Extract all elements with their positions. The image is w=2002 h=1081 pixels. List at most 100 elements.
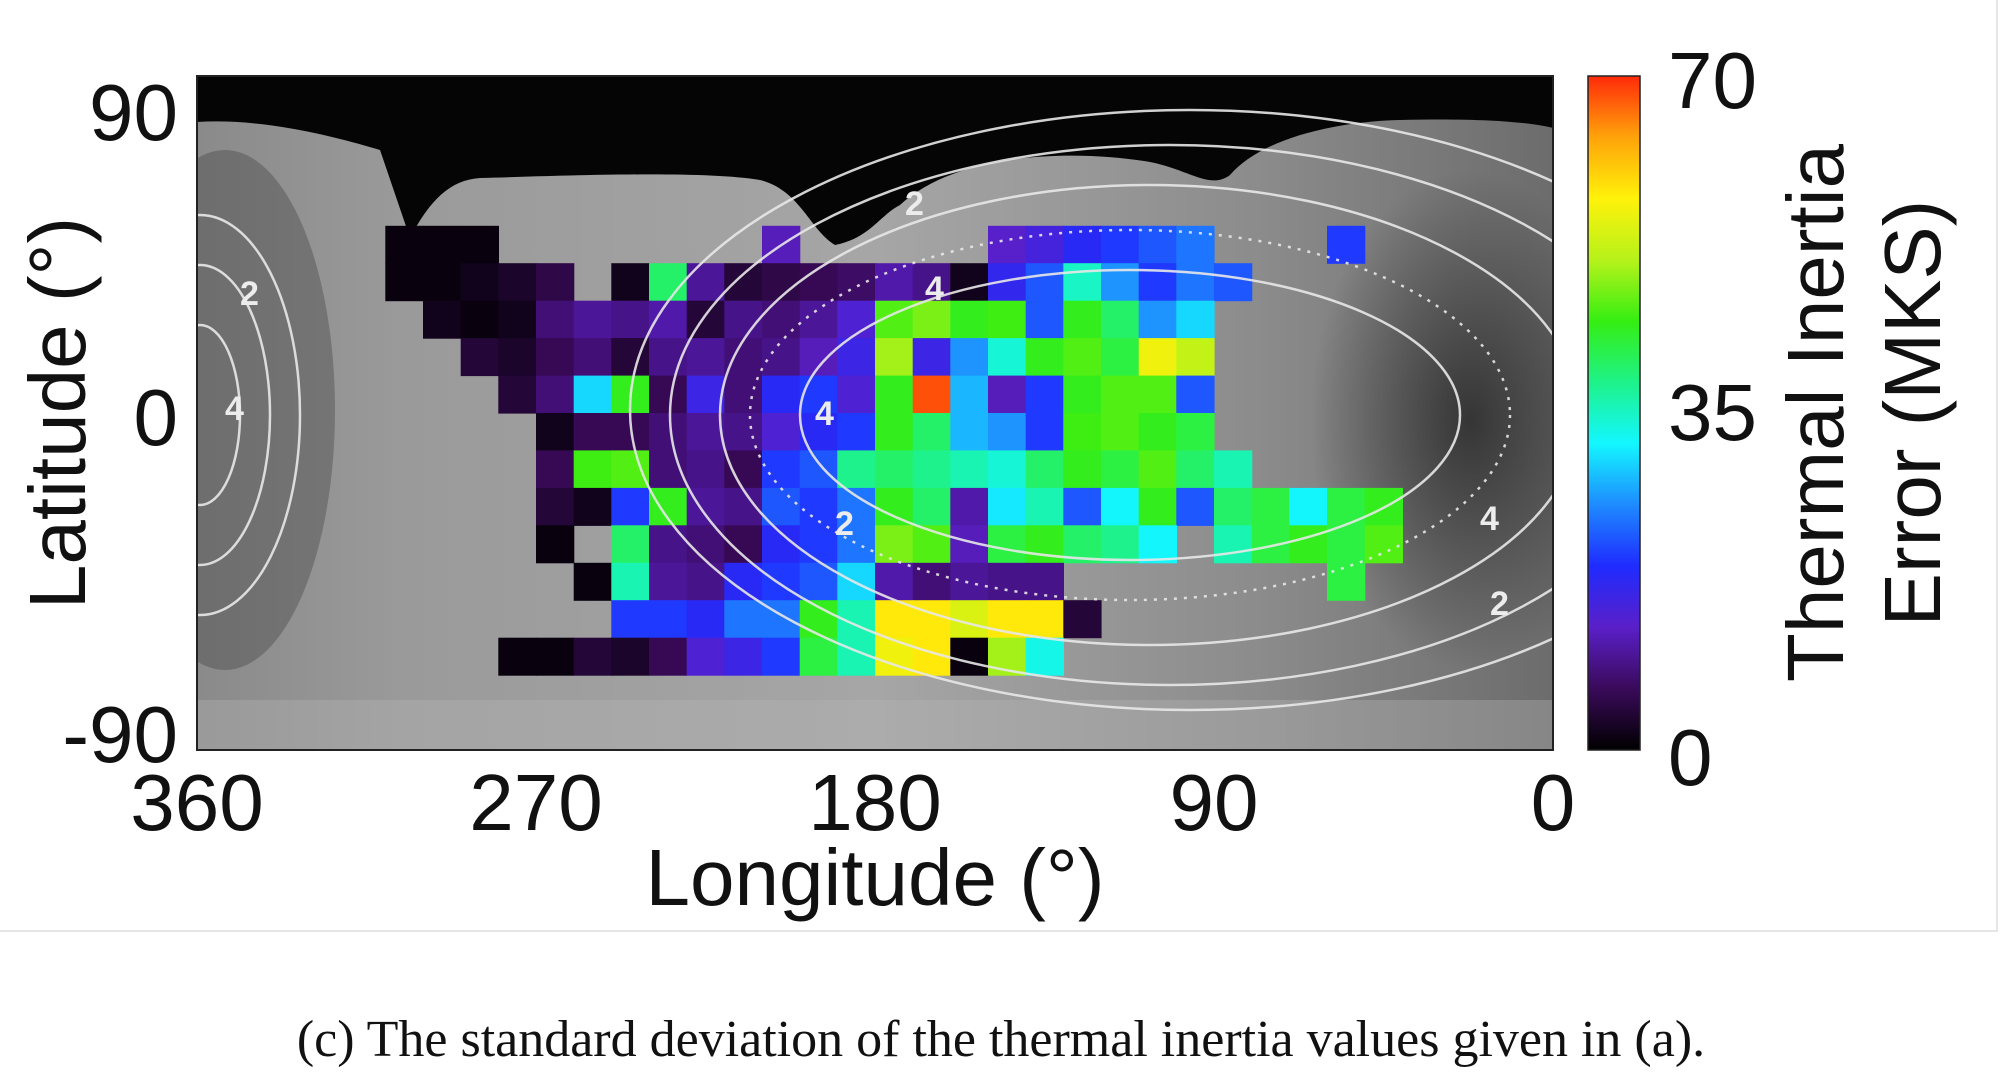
heatmap-cell <box>1101 413 1140 451</box>
heatmap-cell <box>762 375 801 414</box>
heatmap-cell <box>573 338 612 377</box>
heatmap-cell <box>611 600 650 639</box>
heatmap-cell <box>724 263 763 302</box>
heatmap-cell <box>1063 338 1102 377</box>
heatmap-cell <box>988 450 1027 489</box>
heatmap-cell <box>1327 525 1366 564</box>
colorbar <box>1587 75 1641 751</box>
heatmap-cell <box>724 637 763 676</box>
heatmap-cell <box>1025 225 1064 264</box>
heatmap-cell <box>1101 525 1140 564</box>
heatmap-cell <box>686 413 725 451</box>
contour-ellipse <box>798 268 1462 562</box>
heatmap-cell <box>1214 263 1253 302</box>
heatmap-cell <box>1101 300 1140 339</box>
heatmap-cell <box>1289 525 1328 564</box>
heatmap-cell <box>950 263 989 302</box>
heatmap-cell <box>1214 450 1253 489</box>
heatmap-cell <box>950 375 989 414</box>
heatmap-cell <box>1025 600 1064 639</box>
heatmap-cell <box>460 338 499 377</box>
heatmap-cell <box>1138 450 1177 489</box>
heatmap-cell <box>1025 263 1064 302</box>
heatmap-cell <box>762 263 801 302</box>
heatmap-cell <box>536 263 575 302</box>
heatmap-cell <box>988 338 1027 377</box>
heatmap-cell <box>1101 450 1140 489</box>
heatmap-cell <box>875 375 914 414</box>
heatmap-cell <box>611 263 650 302</box>
heatmap-cell <box>686 600 725 639</box>
heatmap-cell <box>1289 487 1328 526</box>
heatmap-cell <box>988 300 1027 339</box>
figure-caption: (c) The standard deviation of the therma… <box>296 1011 1706 1068</box>
heatmap-cell <box>1138 375 1177 414</box>
heatmap-cell <box>611 525 650 564</box>
heatmap-cell <box>875 525 914 564</box>
heatmap-cell <box>498 338 537 377</box>
heatmap-cell <box>573 300 612 339</box>
x-tick-label: 360 <box>130 758 263 847</box>
contour-ellipse <box>197 213 302 617</box>
heatmap-cell <box>988 225 1027 264</box>
heatmap-cell <box>912 413 951 451</box>
heatmap-cell <box>686 562 725 601</box>
heatmap-cell <box>799 487 838 526</box>
heatmap-cell <box>950 413 989 451</box>
heatmap-cell <box>1025 487 1064 526</box>
heatmap-cell <box>460 225 499 264</box>
heatmap-cell <box>498 300 537 339</box>
heatmap-cell <box>799 375 838 414</box>
heatmap-cell <box>1176 487 1215 526</box>
heatmap-cell <box>950 338 989 377</box>
heatmap-cell <box>536 375 575 414</box>
heatmap-cell <box>799 562 838 601</box>
heatmap-cell <box>1063 600 1102 639</box>
heatmap-cell <box>423 263 462 302</box>
heatmap-cell <box>988 562 1027 601</box>
colorbar-title: Error (MKS) <box>1868 200 1957 627</box>
heatmap-cell <box>1251 487 1290 526</box>
heatmap-cell <box>1025 450 1064 489</box>
y-tick-label: 0 <box>134 373 179 462</box>
heatmap-cell <box>762 562 801 601</box>
heatmap-cell <box>385 263 424 302</box>
heatmap-cell <box>1138 413 1177 451</box>
heatmap-cell <box>762 450 801 489</box>
heatmap-cell <box>1176 450 1215 489</box>
heatmap-cell <box>1063 413 1102 451</box>
contour-labels: 2 4 4 2 2 4 4 2 <box>225 185 1509 623</box>
y-tick-label: 90 <box>89 68 178 157</box>
heatmap-cell <box>724 375 763 414</box>
y-axis-title: Latitude (°) <box>13 217 102 609</box>
heatmap-cell <box>498 375 537 414</box>
heatmap-cell <box>950 562 989 601</box>
heatmap-cell <box>573 375 612 414</box>
heatmap-cell <box>536 338 575 377</box>
x-tick-label: 180 <box>808 758 941 847</box>
heatmap-cell <box>649 413 688 451</box>
heatmap-cell <box>1101 225 1140 264</box>
contour-label: 4 <box>815 395 834 433</box>
heatmap-cell <box>1063 487 1102 526</box>
heatmap-cell <box>799 300 838 339</box>
heatmap-cell <box>912 375 951 414</box>
thermal-inertia-error-map: 2 4 4 2 2 4 4 2 90 0 -90 360 270 180 90 … <box>13 36 1957 922</box>
heatmap-cell <box>611 637 650 676</box>
heatmap-cell <box>837 450 876 489</box>
heatmap-cell <box>1214 525 1253 564</box>
colorbar-tick-label: 35 <box>1668 368 1757 457</box>
contour-ellipse <box>628 108 1553 712</box>
heatmap-cell <box>1138 487 1177 526</box>
y-tick-label: -90 <box>62 690 178 779</box>
heatmap-cell <box>1101 375 1140 414</box>
heatmap-cell <box>536 525 575 564</box>
heatmap-cell <box>912 600 951 639</box>
heatmap-cell <box>837 413 876 451</box>
heatmap-cell <box>875 413 914 451</box>
heatmap-cell <box>611 562 650 601</box>
heatmap-cell <box>460 300 499 339</box>
heatmap-cell <box>875 600 914 639</box>
heatmap-cell <box>536 637 575 676</box>
heatmap-cell <box>536 487 575 526</box>
